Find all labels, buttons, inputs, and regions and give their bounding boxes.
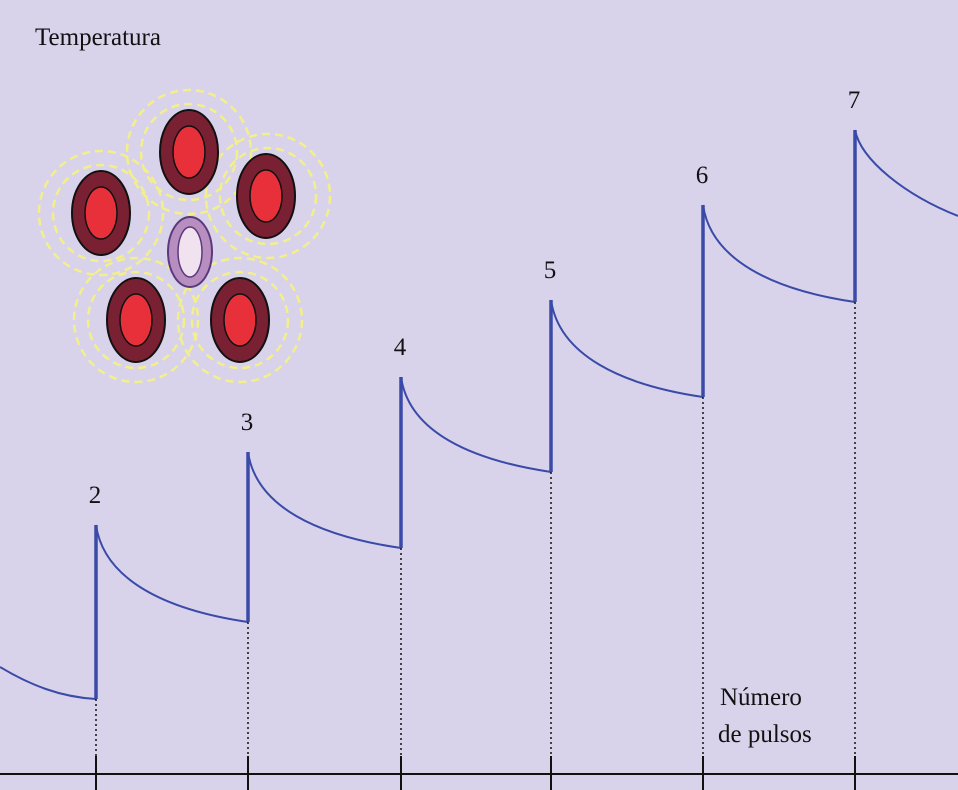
pulse-label: 4 xyxy=(394,334,407,361)
temperature-curve xyxy=(400,376,552,473)
pulse-label: 3 xyxy=(241,409,254,436)
temperature-curve xyxy=(702,204,856,303)
heat-halos xyxy=(37,88,332,384)
red-cells xyxy=(71,109,296,363)
cell-cluster xyxy=(37,88,332,384)
x-axis-label: de pulsos xyxy=(718,721,812,748)
temperature-curve xyxy=(854,129,958,217)
temperature-curve xyxy=(247,451,402,549)
temperature-curve xyxy=(550,299,704,398)
temperature-curve xyxy=(95,524,249,623)
pulse-label: 7 xyxy=(848,87,861,114)
temperature-curve xyxy=(0,666,97,700)
pulse-label: 2 xyxy=(89,482,102,509)
pulse-label: 5 xyxy=(544,257,557,284)
pulse-label: 6 xyxy=(696,162,709,189)
x-axis-label: Número xyxy=(720,684,802,711)
y-axis-label: Temperatura xyxy=(35,24,161,51)
center-cell-core xyxy=(177,226,203,278)
